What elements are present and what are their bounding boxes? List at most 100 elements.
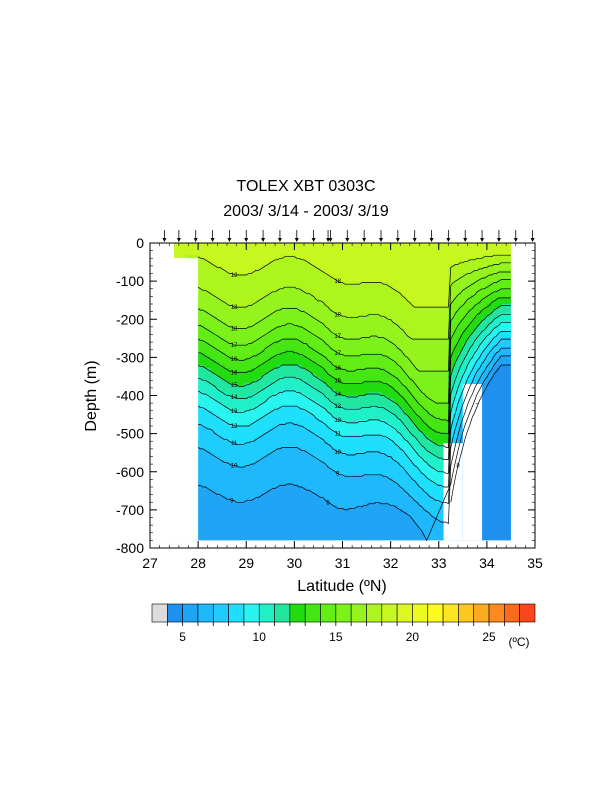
temperature-cell (217, 404, 221, 409)
temperature-cell (275, 249, 279, 253)
temperature-cell (260, 252, 264, 256)
temperature-cell (275, 435, 279, 439)
temperature-cell (239, 352, 243, 357)
temperature-cell (239, 288, 243, 293)
temperature-cell (248, 365, 252, 369)
temperature-cell (277, 270, 281, 275)
temperature-cell (291, 371, 295, 375)
temperature-cell (214, 459, 218, 464)
temperature-cell (231, 249, 235, 253)
temperature-cell (263, 438, 267, 442)
temperature-cell (178, 249, 182, 253)
temperature-cell (289, 310, 293, 314)
temperature-cell (227, 294, 231, 299)
temperature-cell (291, 493, 295, 497)
temperature-cell (282, 462, 286, 467)
temperature-cell (248, 264, 252, 268)
temperature-cell (243, 261, 247, 265)
temperature-cell (265, 365, 269, 369)
temperature-cell (212, 352, 216, 357)
temperature-cell (241, 340, 245, 345)
temperature-cell (279, 435, 283, 439)
temperature-cell (231, 459, 235, 464)
temperature-cell (239, 322, 243, 326)
temperature-cell (241, 471, 245, 476)
temperature-cell (224, 483, 228, 488)
temperature-cell (289, 416, 293, 421)
temperature-cell (255, 410, 259, 415)
temperature-cell (270, 407, 274, 412)
temperature-cell (236, 447, 240, 451)
temperature-cell (255, 270, 259, 275)
temperature-cell (231, 523, 235, 528)
temperature-cell (212, 398, 216, 403)
temperature-cell (248, 450, 252, 455)
temperature-cell (265, 389, 269, 394)
temperature-cell (227, 465, 231, 470)
temperature-cell (219, 358, 223, 363)
temperature-cell (231, 496, 235, 500)
temperature-cell (231, 374, 235, 378)
temperature-cell (217, 474, 221, 479)
temperature-cell (275, 520, 279, 525)
temperature-cell (284, 258, 288, 262)
temperature-cell (202, 474, 206, 479)
temperature-cell (198, 508, 202, 512)
temperature-cell (260, 450, 264, 455)
temperature-cell (176, 243, 180, 247)
temperature-cell (282, 502, 286, 506)
temperature-cell (289, 294, 293, 299)
temperature-cell (214, 511, 218, 516)
temperature-cell (210, 349, 214, 354)
temperature-cell (227, 346, 231, 351)
temperature-cell (248, 282, 252, 287)
temperature-cell (214, 410, 218, 415)
temperature-cell (287, 294, 291, 299)
temperature-cell (263, 407, 267, 412)
temperature-cell (265, 328, 269, 333)
temperature-cell (282, 291, 286, 296)
temperature-cell (219, 450, 223, 455)
temperature-cell (258, 361, 262, 366)
temperature-cell (251, 429, 255, 433)
temperature-cell (210, 331, 214, 336)
temperature-cell (282, 316, 286, 320)
temperature-cell (207, 243, 211, 247)
temperature-cell (229, 319, 233, 323)
temperature-cell (241, 389, 245, 394)
temperature-cell (229, 511, 233, 516)
temperature-cell (210, 447, 214, 451)
temperature-cell (263, 328, 267, 333)
temperature-cell (219, 444, 223, 448)
temperature-cell (251, 246, 255, 250)
temperature-cell (260, 374, 264, 378)
temperature-cell (284, 310, 288, 314)
temperature-cell (214, 285, 218, 290)
temperature-cell (272, 273, 276, 278)
temperature-cell (284, 282, 288, 287)
temperature-cell (294, 505, 298, 509)
temperature-cell (219, 243, 223, 247)
temperature-cell (253, 291, 257, 296)
temperature-cell (275, 291, 279, 296)
temperature-cell (231, 313, 235, 317)
temperature-cell (258, 398, 262, 403)
temperature-cell (217, 444, 221, 448)
temperature-cell (258, 349, 262, 354)
temperature-cell (287, 459, 291, 464)
temperature-cell (243, 386, 247, 390)
temperature-cell (212, 416, 216, 421)
temperature-cell (258, 438, 262, 442)
temperature-cell (265, 243, 269, 247)
temperature-cell (202, 410, 206, 415)
temperature-cell (248, 307, 252, 311)
temperature-cell (229, 270, 233, 275)
temperature-cell (251, 325, 255, 329)
temperature-cell (222, 383, 226, 387)
temperature-cell (251, 243, 255, 247)
temperature-cell (260, 331, 264, 336)
temperature-cell (234, 450, 238, 455)
temperature-cell (265, 520, 269, 525)
temperature-cell (241, 243, 245, 247)
temperature-cell (217, 514, 221, 519)
